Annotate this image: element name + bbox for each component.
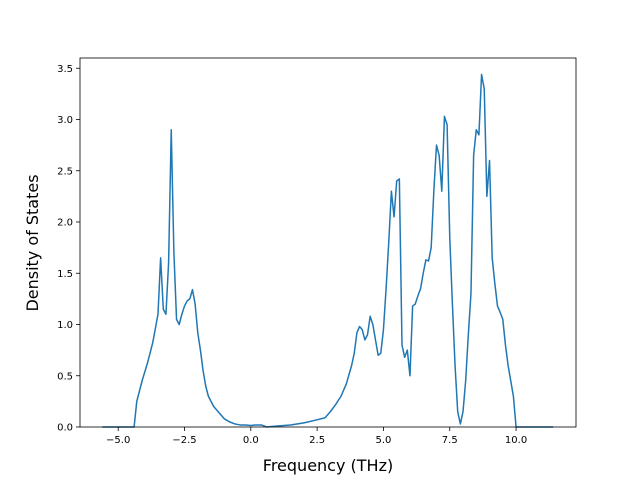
y-tick-label: 2.5: [57, 166, 73, 177]
y-tick-label: 1.5: [57, 269, 73, 280]
x-tick-label: 10.0: [505, 435, 527, 446]
x-tick-label: −5.0: [106, 435, 130, 446]
x-tick-label: 5.0: [375, 435, 391, 446]
x-tick-label: 0.0: [243, 435, 259, 446]
y-axis-ticks: 0.0 0.5 1.0 1.5 2.0 2.5 3.0 3.5: [57, 64, 80, 434]
axes-frame: [79, 57, 577, 428]
x-tick-label: −2.5: [172, 435, 196, 446]
x-axis-label: Frequency (THz): [263, 456, 393, 475]
x-axis-ticks: −5.0 −2.5 0.0 2.5 5.0 7.5 10.0: [106, 427, 527, 446]
y-tick-label: 3.0: [57, 115, 73, 126]
y-axis-label: Density of States: [23, 174, 42, 311]
y-tick-label: 2.0: [57, 218, 73, 229]
y-tick-label: 0.5: [57, 371, 73, 382]
y-tick-label: 1.0: [57, 320, 73, 331]
x-tick-label: 2.5: [309, 435, 325, 446]
dos-series-line: [102, 73, 554, 428]
x-tick-label: 7.5: [442, 435, 458, 446]
y-tick-label: 0.0: [57, 423, 73, 434]
y-tick-label: 3.5: [57, 64, 73, 75]
